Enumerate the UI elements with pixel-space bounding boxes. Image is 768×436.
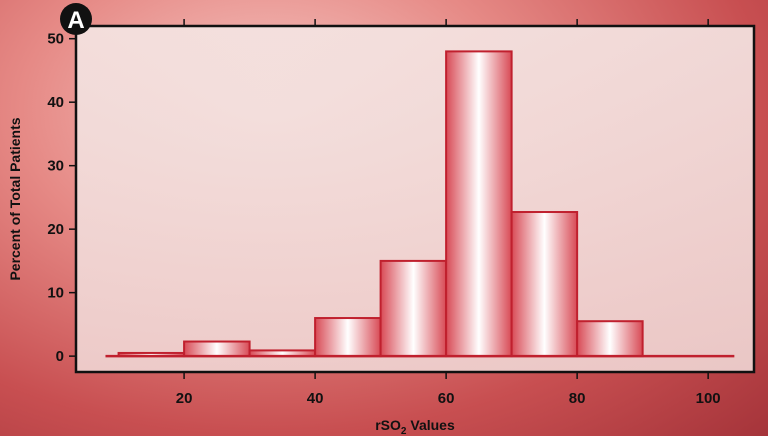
- y-tick-label: 20: [47, 221, 64, 238]
- y-tick-label: 10: [47, 285, 64, 302]
- x-tick-label: 80: [569, 390, 586, 407]
- y-axis: 0 10 20 30 40 50: [47, 31, 76, 365]
- x-tick-label: 40: [307, 390, 324, 407]
- histogram-bar: [576, 320, 644, 358]
- x-axis: 20 40 60 80 100: [176, 19, 721, 407]
- x-axis-title: rSO2 Values: [375, 417, 455, 436]
- y-tick-label: 30: [47, 158, 64, 175]
- histogram-bar: [183, 340, 251, 358]
- histogram-bar: [445, 50, 513, 358]
- histogram-bar: [314, 317, 382, 358]
- y-axis-title: Percent of Total Patients: [7, 117, 23, 280]
- bars-group: [105, 50, 735, 358]
- panel-badge: A: [60, 3, 92, 35]
- y-tick-label: 50: [47, 31, 64, 48]
- y-tick-label: 40: [47, 94, 64, 111]
- histogram-bar: [510, 211, 579, 358]
- panel-label: A: [67, 7, 84, 34]
- y-tick-label: 0: [56, 348, 64, 365]
- histogram-bar: [379, 259, 448, 358]
- x-tick-label: 100: [696, 390, 721, 407]
- x-tick-label: 20: [176, 390, 193, 407]
- panel-badge-circle: [60, 3, 92, 35]
- x-tick-label: 60: [438, 390, 455, 407]
